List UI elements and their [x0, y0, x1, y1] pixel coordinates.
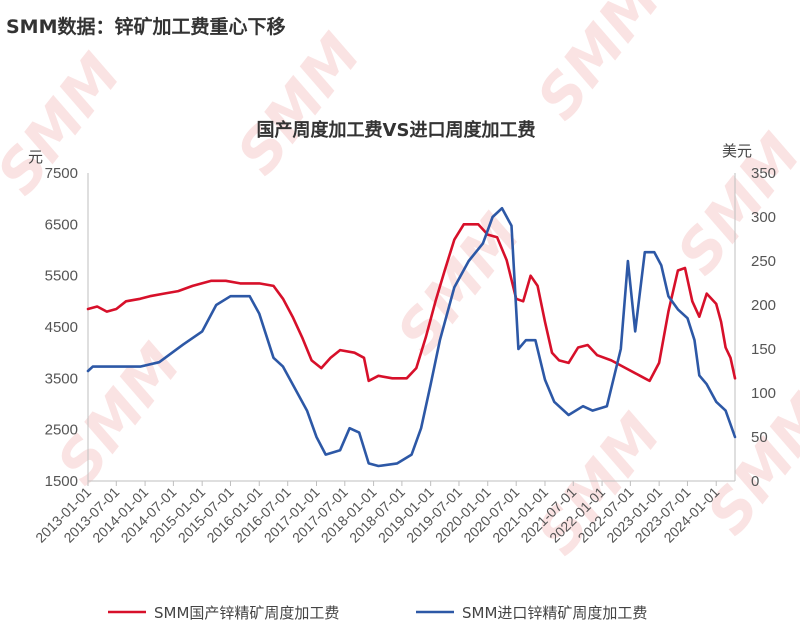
- left-tick-label: 7500: [45, 165, 78, 182]
- left-tick-label: 2500: [45, 422, 78, 439]
- left-axis: 1500 2500 3500 4500 5500 6500 7500: [45, 165, 89, 490]
- left-tick-label: 6500: [45, 216, 78, 233]
- right-axis-unit: 美元: [722, 142, 752, 160]
- legend-label: SMM国产锌精矿周度加工费: [154, 604, 339, 622]
- left-tick-label: 4500: [45, 319, 78, 336]
- left-tick-label: 3500: [45, 370, 78, 387]
- series-line-1: [86, 206, 737, 468]
- right-tick-label: 100: [751, 385, 776, 402]
- left-axis-unit: 元: [28, 148, 43, 166]
- x-axis: 2013-01-012013-07-012014-01-012014-07-01…: [32, 480, 735, 546]
- right-tick-label: 50: [751, 429, 768, 446]
- page-headline: SMM数据：锌矿加工费重心下移: [6, 16, 286, 38]
- right-tick-label: 0: [751, 473, 759, 490]
- legend-label: SMM进口锌精矿周度加工费: [462, 604, 647, 622]
- series-layer: [86, 206, 737, 468]
- legend: SMM国产锌精矿周度加工费 SMM进口锌精矿周度加工费: [108, 604, 647, 622]
- right-tick-label: 200: [751, 297, 776, 314]
- left-tick-label: 1500: [45, 473, 78, 490]
- right-tick-label: 150: [751, 341, 776, 358]
- chart-title: 国产周度加工费VS进口周度加工费: [257, 119, 536, 141]
- right-tick-label: 350: [751, 165, 776, 182]
- series-line-0: [86, 223, 737, 383]
- left-tick-label: 5500: [45, 268, 78, 285]
- right-tick-label: 300: [751, 209, 776, 226]
- right-tick-label: 250: [751, 253, 776, 270]
- right-axis: 0 50 100 150 200 250 300 350: [734, 165, 776, 490]
